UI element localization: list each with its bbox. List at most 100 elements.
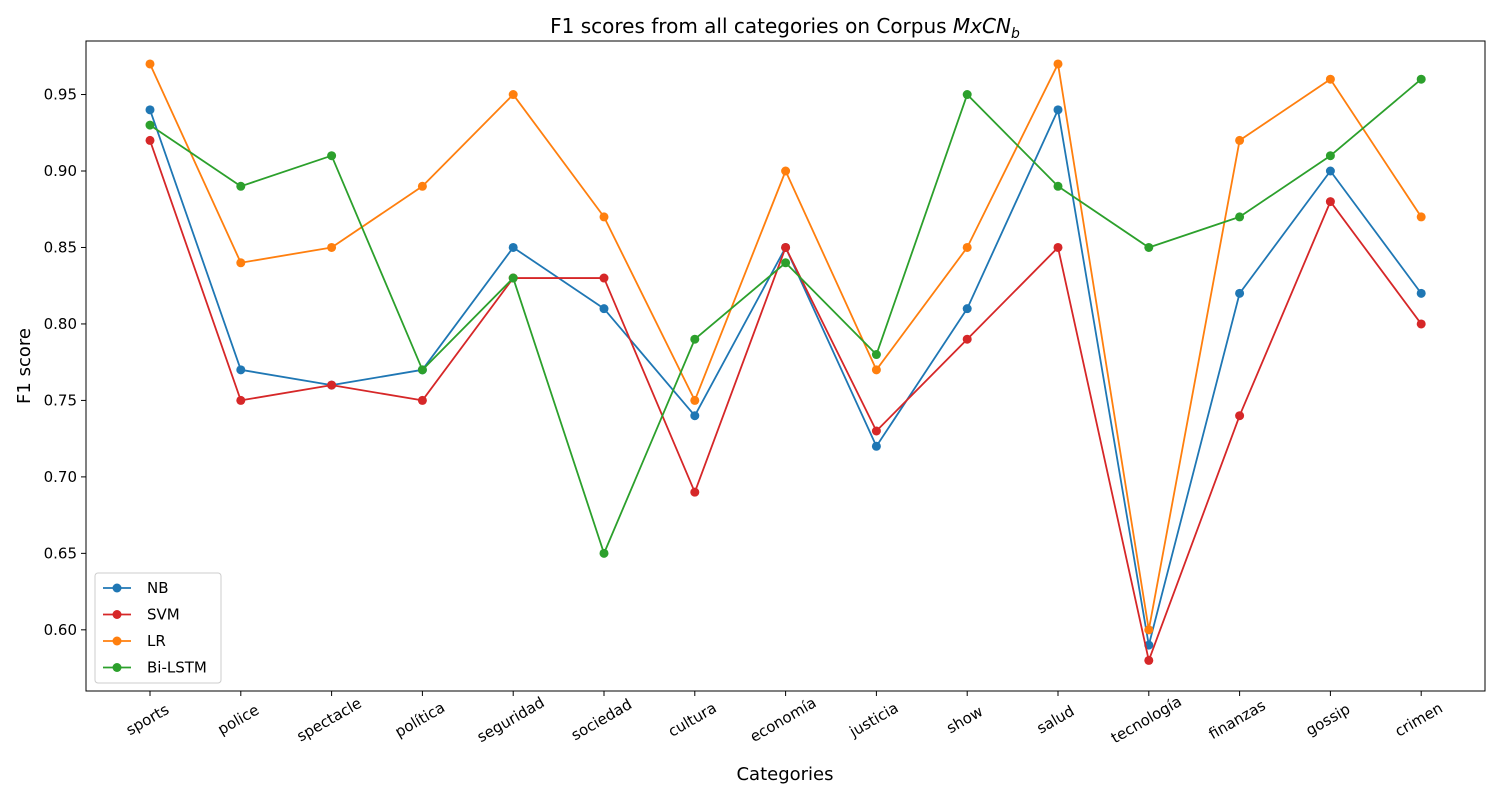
data-point bbox=[508, 90, 518, 100]
y-tick-label: 0.60 bbox=[44, 621, 77, 639]
x-tick-label: salud bbox=[1034, 702, 1078, 738]
data-point bbox=[145, 120, 155, 130]
data-point bbox=[236, 181, 246, 191]
data-point bbox=[1144, 625, 1154, 635]
data-point bbox=[690, 487, 700, 497]
legend-label: SVM bbox=[147, 606, 180, 624]
data-point bbox=[508, 273, 518, 283]
plot-frame bbox=[85, 40, 1486, 692]
data-point bbox=[1235, 212, 1245, 222]
data-point bbox=[1053, 242, 1063, 252]
data-point bbox=[1416, 319, 1426, 329]
data-point bbox=[599, 212, 609, 222]
data-point bbox=[1235, 411, 1245, 421]
x-tick-label: crimen bbox=[1392, 699, 1446, 741]
data-point bbox=[781, 166, 791, 176]
data-point bbox=[781, 258, 791, 268]
data-point bbox=[1325, 197, 1335, 207]
legend-label: NB bbox=[147, 579, 169, 597]
data-point bbox=[327, 242, 337, 252]
x-axis-title: Categories bbox=[736, 764, 833, 785]
series-nb bbox=[145, 105, 1426, 650]
data-point bbox=[690, 334, 700, 344]
data-point bbox=[1325, 74, 1335, 84]
legend-swatch-marker bbox=[112, 610, 122, 619]
y-tick-label: 0.75 bbox=[44, 391, 77, 409]
data-point bbox=[962, 90, 972, 100]
data-point bbox=[417, 395, 427, 405]
legend-label: Bi-LSTM bbox=[147, 659, 207, 677]
data-point bbox=[145, 135, 155, 145]
data-point bbox=[1416, 288, 1426, 298]
data-point bbox=[871, 365, 881, 375]
x-tick-label: gossip bbox=[1303, 700, 1354, 740]
data-point bbox=[145, 105, 155, 115]
legend-label: LR bbox=[147, 632, 166, 650]
data-point bbox=[417, 181, 427, 191]
x-tick-label: justicia bbox=[846, 699, 902, 742]
series-lr bbox=[145, 59, 1426, 635]
x-tick-label: política bbox=[392, 698, 448, 741]
y-tick-label: 0.90 bbox=[44, 162, 77, 180]
data-point bbox=[690, 411, 700, 421]
data-point bbox=[599, 304, 609, 314]
y-tick-label: 0.85 bbox=[44, 238, 77, 256]
x-tick-label: tecnología bbox=[1108, 692, 1185, 747]
data-point bbox=[1053, 181, 1063, 191]
data-point bbox=[871, 350, 881, 360]
y-tick-label: 0.70 bbox=[44, 468, 77, 486]
legend: NB SVM LR Bi-LSTM bbox=[94, 572, 222, 684]
x-tick-label: economía bbox=[747, 694, 819, 746]
data-point bbox=[781, 242, 791, 252]
data-point bbox=[599, 273, 609, 283]
data-point bbox=[417, 365, 427, 375]
data-point bbox=[690, 395, 700, 405]
data-point bbox=[1325, 166, 1335, 176]
data-point bbox=[1144, 655, 1154, 665]
series-line bbox=[149, 63, 1422, 631]
legend-swatch-marker bbox=[112, 663, 122, 672]
y-axis-title: F1 score bbox=[14, 328, 35, 404]
series-line bbox=[149, 78, 1422, 555]
series-line bbox=[149, 140, 1422, 662]
data-point bbox=[962, 242, 972, 252]
x-tick-label: seguridad bbox=[474, 693, 548, 746]
data-point bbox=[871, 426, 881, 436]
chart-title: F1 scores from all categories on Corpus … bbox=[550, 14, 1020, 42]
data-point bbox=[236, 395, 246, 405]
legend-frame bbox=[94, 572, 222, 684]
y-tick-label: 0.95 bbox=[44, 86, 77, 104]
data-point bbox=[1325, 151, 1335, 161]
data-point bbox=[327, 380, 337, 390]
data-point bbox=[236, 365, 246, 375]
data-point bbox=[1053, 105, 1063, 115]
x-tick-label: spectacle bbox=[294, 694, 365, 745]
x-tick-label: sociedad bbox=[568, 695, 635, 744]
data-point bbox=[1235, 135, 1245, 145]
data-point bbox=[236, 258, 246, 268]
x-tick-label: sports bbox=[123, 700, 172, 739]
data-point bbox=[599, 548, 609, 558]
data-point bbox=[1416, 212, 1426, 222]
legend-swatch-marker bbox=[112, 583, 122, 593]
series-svm bbox=[145, 135, 1426, 665]
x-tick-label: show bbox=[943, 702, 986, 737]
data-point bbox=[1416, 74, 1426, 84]
y-tick-label: 0.65 bbox=[44, 544, 77, 562]
x-axis: sports police spectacle política seguridad so… bbox=[123, 691, 1446, 747]
y-axis: 0.60 0.65 0.70 0.75 0.80 0.85 0.90 0.95 bbox=[44, 86, 86, 639]
x-tick-label: police bbox=[215, 701, 263, 739]
data-point bbox=[508, 242, 518, 252]
data-point bbox=[327, 151, 337, 161]
data-point bbox=[1053, 59, 1063, 69]
data-point bbox=[962, 334, 972, 344]
x-tick-label: cultura bbox=[665, 699, 720, 741]
data-point bbox=[962, 304, 972, 314]
series-bi-lstm bbox=[145, 74, 1426, 558]
y-tick-label: 0.80 bbox=[44, 315, 77, 333]
plot-area bbox=[145, 59, 1426, 665]
data-point bbox=[871, 441, 881, 451]
data-point bbox=[1235, 288, 1245, 298]
data-point bbox=[1144, 242, 1154, 252]
